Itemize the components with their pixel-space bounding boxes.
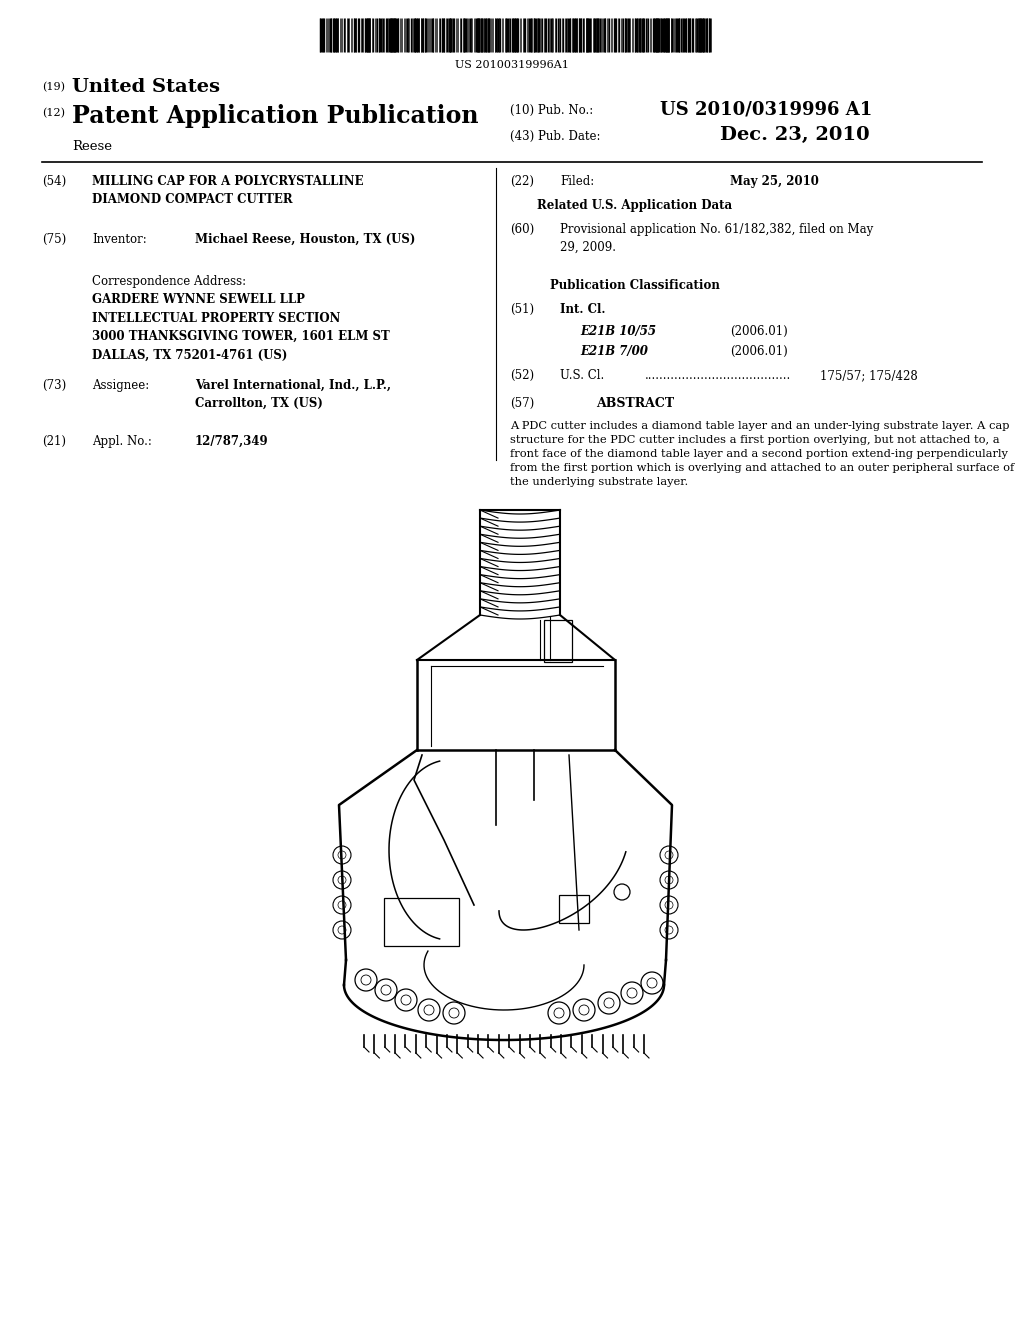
Text: GARDERE WYNNE SEWELL LLP
INTELLECTUAL PROPERTY SECTION
3000 THANKSGIVING TOWER, : GARDERE WYNNE SEWELL LLP INTELLECTUAL PR… — [92, 293, 390, 362]
Text: (52): (52) — [510, 370, 535, 381]
Text: Provisional application No. 61/182,382, filed on May
29, 2009.: Provisional application No. 61/182,382, … — [560, 223, 873, 253]
Text: (19): (19) — [42, 82, 65, 92]
Text: US 20100319996A1: US 20100319996A1 — [455, 59, 569, 70]
Text: U.S. Cl.: U.S. Cl. — [560, 370, 604, 381]
Bar — [384, 898, 459, 946]
Text: (10) Pub. No.:: (10) Pub. No.: — [510, 104, 593, 117]
Text: Int. Cl.: Int. Cl. — [560, 304, 605, 315]
Text: United States: United States — [72, 78, 220, 96]
Text: (51): (51) — [510, 304, 535, 315]
Text: Reese: Reese — [72, 140, 112, 153]
Text: (60): (60) — [510, 223, 535, 236]
Text: Filed:: Filed: — [560, 176, 594, 187]
Text: .......................................: ....................................... — [645, 370, 792, 381]
Text: MILLING CAP FOR A POLYCRYSTALLINE
DIAMOND COMPACT CUTTER: MILLING CAP FOR A POLYCRYSTALLINE DIAMON… — [92, 176, 364, 206]
Text: Varel International, Ind., L.P.,
Carrollton, TX (US): Varel International, Ind., L.P., Carroll… — [195, 379, 391, 411]
Text: 175/57; 175/428: 175/57; 175/428 — [820, 370, 918, 381]
Text: Publication Classification: Publication Classification — [550, 279, 720, 292]
Text: (54): (54) — [42, 176, 67, 187]
Text: (2006.01): (2006.01) — [730, 325, 787, 338]
Text: E21B 7/00: E21B 7/00 — [580, 345, 648, 358]
Text: (22): (22) — [510, 176, 534, 187]
Text: (12): (12) — [42, 108, 65, 119]
Text: (75): (75) — [42, 234, 67, 246]
Text: Assignee:: Assignee: — [92, 379, 150, 392]
Text: Dec. 23, 2010: Dec. 23, 2010 — [720, 125, 869, 144]
Text: Inventor:: Inventor: — [92, 234, 146, 246]
Text: May 25, 2010: May 25, 2010 — [730, 176, 819, 187]
Text: Related U.S. Application Data: Related U.S. Application Data — [538, 199, 732, 213]
Text: (21): (21) — [42, 436, 66, 447]
Text: 12/787,349: 12/787,349 — [195, 436, 268, 447]
Text: (43) Pub. Date:: (43) Pub. Date: — [510, 129, 600, 143]
Text: E21B 10/55: E21B 10/55 — [580, 325, 656, 338]
Text: Patent Application Publication: Patent Application Publication — [72, 104, 478, 128]
Text: Appl. No.:: Appl. No.: — [92, 436, 152, 447]
Bar — [559, 895, 589, 923]
Text: Michael Reese, Houston, TX (US): Michael Reese, Houston, TX (US) — [195, 234, 416, 246]
Text: (2006.01): (2006.01) — [730, 345, 787, 358]
Text: Correspondence Address:: Correspondence Address: — [92, 275, 246, 288]
Text: A PDC cutter includes a diamond table layer and an under-lying substrate layer. : A PDC cutter includes a diamond table la… — [510, 421, 1014, 487]
Text: (57): (57) — [510, 397, 535, 411]
Text: US 2010/0319996 A1: US 2010/0319996 A1 — [660, 100, 872, 117]
Text: (73): (73) — [42, 379, 67, 392]
Text: ABSTRACT: ABSTRACT — [596, 397, 674, 411]
Bar — [544, 620, 572, 663]
